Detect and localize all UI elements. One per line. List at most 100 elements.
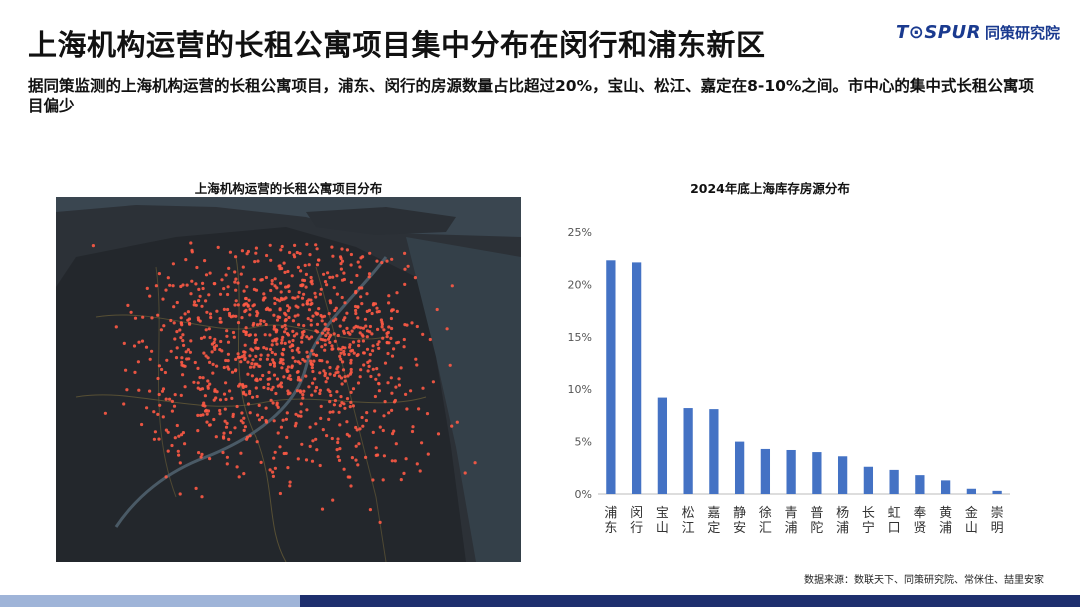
apartment-dot — [338, 404, 342, 408]
apartment-dot — [228, 250, 232, 254]
apartment-dot — [286, 269, 290, 274]
apartment-dot — [373, 409, 377, 413]
apartment-dot — [410, 321, 414, 325]
apartment-dot — [124, 368, 128, 372]
apartment-dot — [376, 342, 380, 346]
apartment-dot — [320, 345, 324, 349]
apartment-dot — [292, 334, 296, 338]
apartment-dot — [345, 326, 349, 330]
apartment-dot — [325, 360, 329, 364]
x-tick-label: 安 — [733, 521, 746, 536]
apartment-dot — [342, 352, 346, 356]
apartment-dot — [328, 365, 332, 370]
apartment-dot — [387, 341, 391, 345]
apartment-dot — [345, 248, 349, 252]
x-tick-label: 定 — [707, 521, 720, 536]
apartment-dot — [166, 430, 170, 434]
apartment-dot — [356, 381, 361, 385]
apartment-dot — [172, 305, 176, 309]
apartment-dot — [300, 340, 304, 344]
apartment-dot — [317, 258, 321, 262]
apartment-dot — [284, 451, 288, 455]
apartment-dot — [286, 466, 290, 470]
apartment-dot — [156, 412, 160, 416]
apartment-dot — [268, 333, 272, 337]
apartment-dot — [206, 409, 211, 413]
apartment-dot — [278, 445, 282, 449]
apartment-dot — [242, 289, 246, 293]
apartment-dot — [248, 411, 252, 415]
apartment-dot — [269, 347, 273, 351]
apartment-dot — [254, 288, 259, 292]
apartment-dot — [345, 311, 349, 315]
apartment-dot — [225, 421, 229, 425]
apartment-dot — [248, 307, 252, 311]
apartment-dot — [289, 377, 293, 381]
apartment-dot — [205, 310, 209, 314]
apartment-dot — [336, 440, 340, 445]
apartment-dot — [287, 284, 291, 288]
apartment-dot — [310, 349, 314, 353]
apartment-dot — [287, 315, 291, 320]
apartment-dot — [348, 343, 352, 347]
apartment-dot — [263, 333, 267, 337]
apartment-dot — [360, 415, 364, 420]
apartment-dot — [374, 453, 378, 457]
apartment-dot — [239, 360, 243, 364]
apartment-dot — [448, 363, 452, 367]
apartment-dot — [414, 357, 418, 361]
apartment-dot — [368, 324, 372, 329]
apartment-dot — [183, 442, 187, 446]
apartment-dot — [330, 344, 334, 348]
apartment-dot — [294, 304, 298, 308]
apartment-dot — [171, 262, 175, 266]
apartment-dot — [247, 298, 251, 302]
apartment-dot — [415, 324, 419, 329]
apartment-dot — [254, 251, 258, 255]
apartment-dot — [200, 387, 205, 391]
apartment-dot — [334, 317, 338, 321]
apartment-dot — [343, 406, 347, 410]
apartment-dot — [325, 376, 330, 380]
apartment-dot — [371, 344, 375, 348]
apartment-dot — [145, 286, 149, 290]
apartment-dot — [280, 341, 284, 345]
apartment-dot — [288, 484, 292, 488]
apartment-dot — [251, 395, 255, 399]
apartment-dot — [255, 310, 259, 314]
apartment-dot — [152, 410, 156, 414]
apartment-dot — [288, 480, 292, 484]
apartment-dot — [287, 340, 291, 344]
apartment-dot — [270, 350, 274, 355]
apartment-dot — [183, 364, 187, 368]
apartment-dot — [368, 508, 372, 512]
apartment-dot — [389, 336, 393, 340]
apartment-dot — [196, 366, 200, 370]
apartment-dot — [354, 324, 358, 328]
apartment-dot — [318, 391, 322, 396]
apartment-dot — [153, 430, 157, 434]
apartment-dot — [200, 452, 204, 456]
apartment-dot — [278, 264, 282, 268]
apartment-dot — [365, 329, 370, 333]
east-sea-water — [406, 237, 521, 562]
apartment-dot — [297, 350, 301, 354]
apartment-dot — [325, 434, 329, 438]
apartment-dot — [238, 382, 242, 386]
apartment-dot — [208, 382, 212, 386]
apartment-dot — [410, 429, 415, 434]
apartment-dot — [342, 349, 346, 354]
apartment-dot — [246, 372, 250, 376]
apartment-dot — [406, 264, 410, 268]
apartment-dot — [254, 386, 258, 390]
apartment-dot — [226, 352, 230, 356]
apartment-dot — [225, 455, 229, 459]
bar-5 — [734, 441, 745, 494]
apartment-dot — [276, 405, 280, 409]
bar-4 — [709, 409, 719, 494]
apartment-dot — [257, 403, 261, 407]
apartment-dot — [185, 283, 189, 287]
apartment-dot — [215, 309, 219, 313]
apartment-dot — [333, 399, 337, 403]
apartment-dot — [377, 346, 381, 350]
